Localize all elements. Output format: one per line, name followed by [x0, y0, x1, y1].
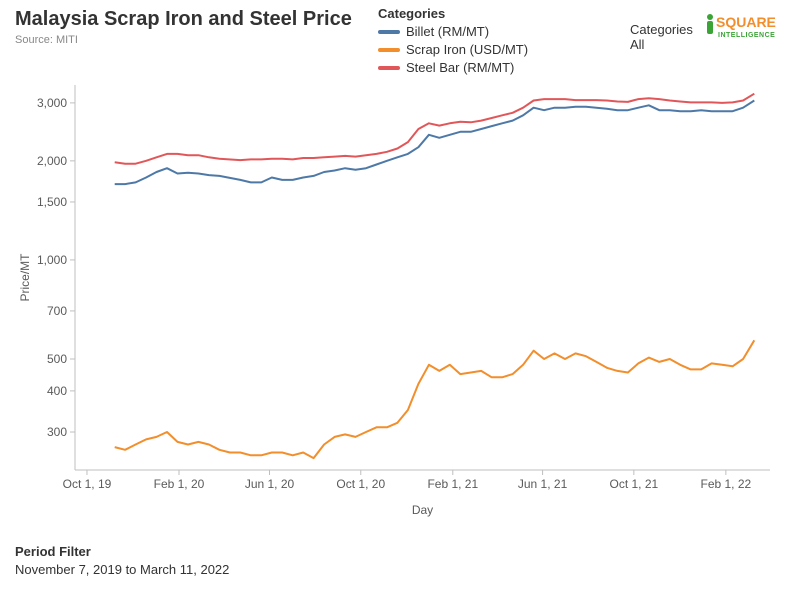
legend-item[interactable]: Steel Bar (RM/MT) [378, 59, 528, 77]
chart-title: Malaysia Scrap Iron and Steel Price [15, 8, 352, 31]
chart-container: Malaysia Scrap Iron and Steel Price Sour… [0, 0, 799, 599]
svg-text:Price/MT: Price/MT [18, 253, 32, 302]
svg-text:SQUARE: SQUARE [716, 14, 776, 30]
svg-text:3,000: 3,000 [37, 96, 67, 110]
chart-subtitle: Source: MITI [15, 34, 78, 46]
legend-label: Scrap Iron (USD/MT) [406, 41, 528, 59]
legend-label: Billet (RM/MT) [406, 23, 489, 41]
legend: Categories Billet (RM/MT)Scrap Iron (USD… [378, 6, 528, 77]
filter-legend-title: Categories [630, 22, 693, 37]
svg-text:400: 400 [47, 384, 67, 398]
chart-area: 300 400 500 700 1,000 1,500 2,000 3,000 Price/MT… [15, 80, 785, 520]
logo-svg: SQUARE INTELLIGENCE [704, 8, 784, 40]
filter-legend: Categories All [630, 22, 693, 52]
svg-text:300: 300 [47, 425, 67, 439]
svg-text:INTELLIGENCE: INTELLIGENCE [718, 32, 775, 39]
filter-legend-value: All [630, 37, 693, 52]
legend-title: Categories [378, 6, 528, 21]
period-filter-label: Period Filter [15, 543, 229, 561]
svg-text:Feb 1, 21: Feb 1, 21 [427, 477, 478, 491]
svg-text:2,000: 2,000 [37, 154, 67, 168]
period-filter-value: November 7, 2019 to March 11, 2022 [15, 561, 229, 579]
svg-text:500: 500 [47, 352, 67, 366]
period-filter: Period Filter November 7, 2019 to March … [15, 543, 229, 579]
legend-swatch [378, 30, 400, 34]
svg-text:Jun 1, 20: Jun 1, 20 [245, 477, 295, 491]
svg-text:Oct 1, 20: Oct 1, 20 [336, 477, 385, 491]
svg-text:1,500: 1,500 [37, 195, 67, 209]
legend-swatch [378, 66, 400, 70]
legend-items: Billet (RM/MT)Scrap Iron (USD/MT)Steel B… [378, 23, 528, 77]
svg-text:Feb 1, 22: Feb 1, 22 [701, 477, 752, 491]
series-line [115, 101, 755, 185]
legend-item[interactable]: Billet (RM/MT) [378, 23, 528, 41]
svg-text:Day: Day [412, 503, 433, 517]
legend-item[interactable]: Scrap Iron (USD/MT) [378, 41, 528, 59]
line-chart: 300 400 500 700 1,000 1,500 2,000 3,000 Price/MT… [15, 80, 785, 520]
series-line [115, 340, 755, 458]
svg-text:Oct 1, 19: Oct 1, 19 [63, 477, 112, 491]
svg-text:700: 700 [47, 304, 67, 318]
logo: SQUARE INTELLIGENCE [704, 8, 784, 45]
svg-text:Feb 1, 20: Feb 1, 20 [154, 477, 205, 491]
svg-text:1,000: 1,000 [37, 253, 67, 267]
legend-label: Steel Bar (RM/MT) [406, 59, 514, 77]
svg-text:Jun 1, 21: Jun 1, 21 [518, 477, 568, 491]
svg-text:Oct 1, 21: Oct 1, 21 [609, 477, 658, 491]
series-line [115, 94, 755, 164]
legend-swatch [378, 48, 400, 52]
